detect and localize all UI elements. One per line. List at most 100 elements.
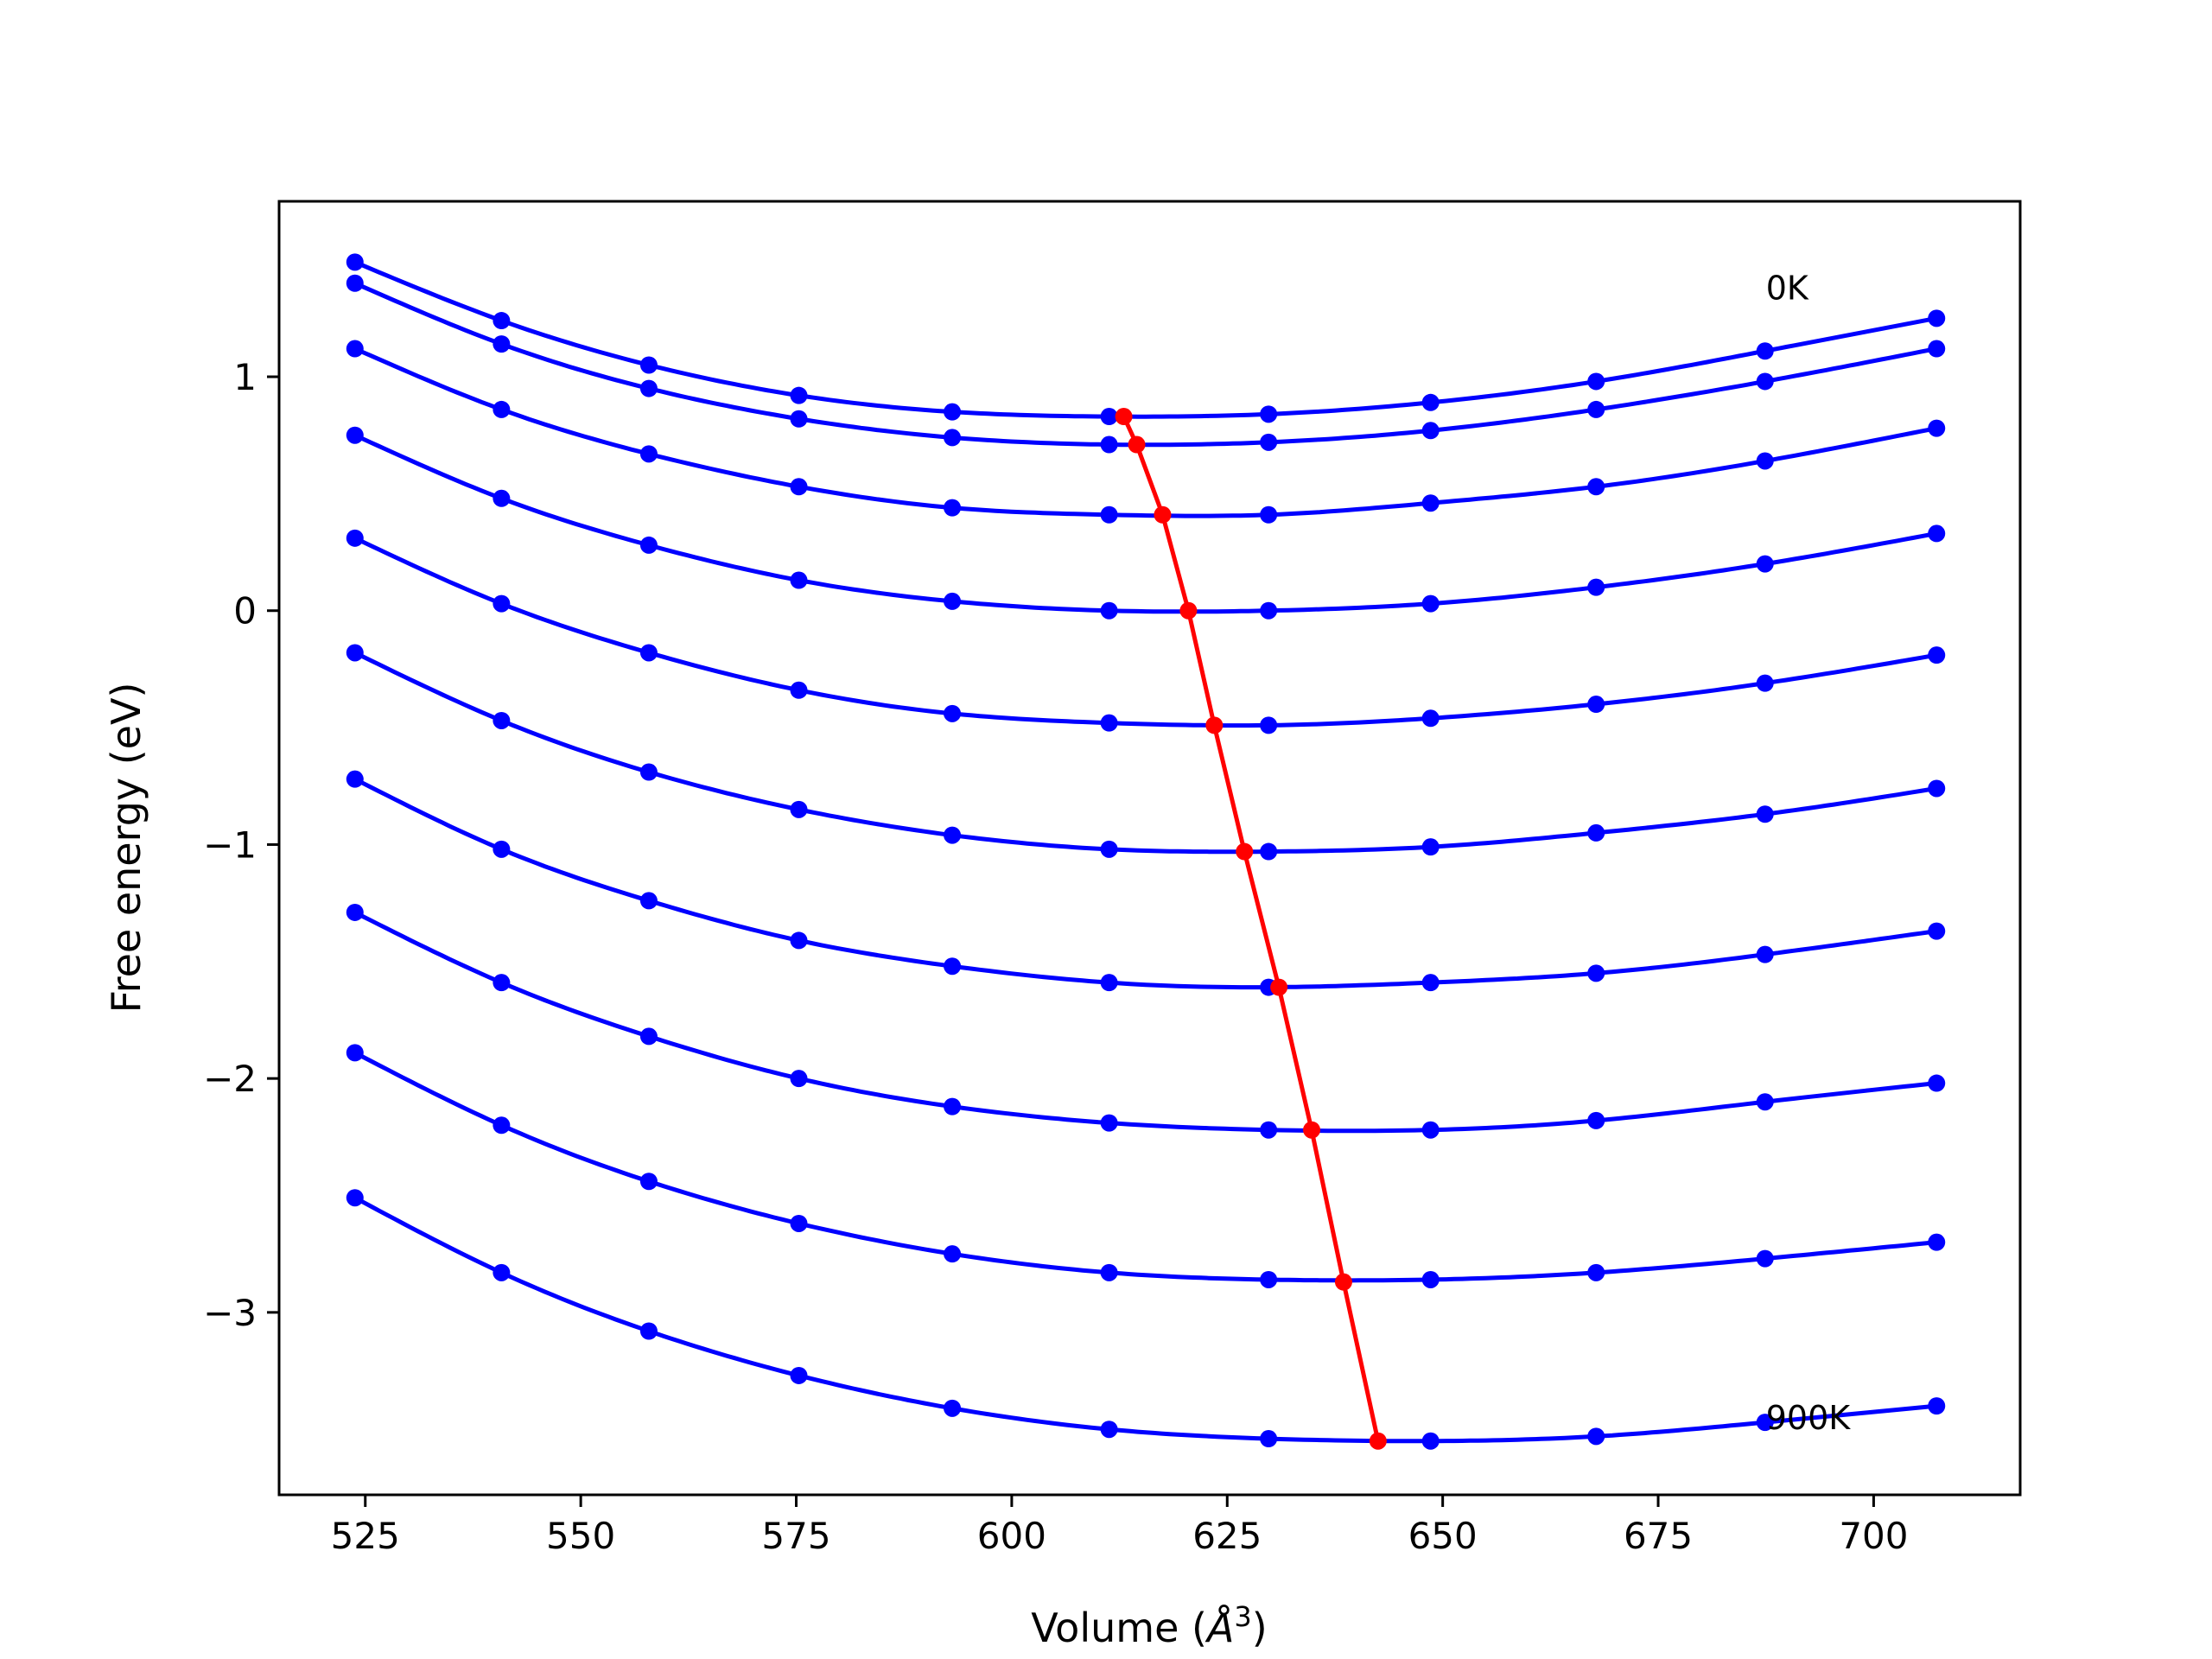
curve-9-point-6 (1260, 1430, 1278, 1448)
curve-0-point-7 (1421, 393, 1440, 411)
curve-9-point-9 (1756, 1414, 1774, 1432)
curve-9-point-5 (1100, 1421, 1118, 1439)
curve-9-point-0 (346, 1189, 364, 1207)
curve-8-point-10 (1928, 1233, 1946, 1251)
curve-9-point-2 (639, 1322, 658, 1340)
annotations: 0K 900K (1766, 270, 1852, 1438)
curve-3-point-9 (1756, 674, 1774, 692)
curve-5-point-0 (346, 770, 364, 788)
curve-line-8 (353, 1051, 1937, 1283)
curve-2-point-3 (790, 478, 808, 496)
x-tick-label: 600 (977, 1515, 1046, 1557)
curve-line-1 (353, 281, 1937, 448)
x-tick-label: 525 (331, 1515, 400, 1557)
curve-0-point-5 (1100, 408, 1118, 426)
curve-4-point-2 (639, 536, 658, 554)
curve-1-point-0 (346, 274, 364, 292)
minima-point-7 (1303, 1121, 1321, 1139)
curve-2-point-10 (1928, 419, 1946, 437)
curve-7-point-7 (1421, 1121, 1440, 1139)
minima-point-5 (1236, 842, 1254, 861)
curve-2-point-6 (1260, 505, 1278, 524)
curve-0-point-10 (1928, 309, 1946, 327)
curve-line-2 (353, 346, 1937, 518)
minima-layer (1115, 408, 1387, 1450)
curve-6-point-3 (790, 800, 808, 818)
curve-3-point-6 (1260, 716, 1278, 734)
curve-4-point-3 (790, 571, 808, 589)
curve-9-point-8 (1587, 1427, 1605, 1446)
plot-area (279, 201, 2020, 1495)
curve-6-point-4 (944, 826, 962, 844)
curve-1-point-9 (1756, 372, 1774, 391)
curve-8-point-2 (639, 1173, 658, 1191)
x-axis-label-main: Volume ( (1031, 1605, 1207, 1651)
x-axis-ticks: 525 550 575 600 625 650 675 700 (331, 1495, 1909, 1557)
curve-line-7 (353, 910, 1937, 1134)
curve-6-point-7 (1421, 838, 1440, 856)
curve-0-point-6 (1260, 405, 1278, 423)
x-tick-label: 675 (1624, 1515, 1693, 1557)
minima-point-8 (1334, 1273, 1352, 1291)
curve-1-point-10 (1928, 340, 1946, 358)
curve-4-point-7 (1421, 594, 1440, 613)
x-axis-label-exponent: 3 (1234, 1600, 1251, 1633)
curve-0-point-0 (346, 253, 364, 271)
curve-6-point-6 (1260, 842, 1278, 861)
curve-5-point-3 (790, 931, 808, 950)
minima-point-2 (1154, 505, 1172, 524)
curve-8-point-0 (346, 1044, 364, 1062)
curve-3-point-4 (944, 704, 962, 722)
curve-7-point-4 (944, 1097, 962, 1116)
curve-2-point-1 (493, 400, 511, 418)
x-tick-label: 650 (1408, 1515, 1478, 1557)
curve-8-point-6 (1260, 1270, 1278, 1288)
curve-6-point-9 (1756, 805, 1774, 823)
x-axis-label-unit: Å (1205, 1605, 1234, 1651)
curve-6-point-5 (1100, 840, 1118, 858)
curve-3-point-5 (1100, 714, 1118, 732)
curve-5-point-1 (493, 840, 511, 858)
curve-3-point-8 (1587, 696, 1605, 714)
curves-layer (346, 253, 1946, 1450)
curve-1-point-6 (1260, 433, 1278, 451)
curve-6-point-0 (346, 644, 364, 662)
curve-9-point-3 (790, 1366, 808, 1384)
curve-8-point-3 (790, 1214, 808, 1232)
minima-point-0 (1115, 408, 1133, 426)
curve-line-0 (353, 260, 1937, 419)
curve-7-point-8 (1587, 1111, 1605, 1129)
curve-9-point-10 (1928, 1397, 1946, 1415)
curve-4-point-5 (1100, 601, 1118, 620)
x-axis-label: Volume (Å3) (1031, 1600, 1267, 1651)
y-tick-label: −3 (203, 1292, 257, 1334)
curve-2-point-8 (1587, 478, 1605, 496)
curve-line-4 (353, 433, 1937, 614)
curve-4-point-10 (1928, 524, 1946, 543)
minima-line (1122, 415, 1381, 1442)
curve-3-point-1 (493, 594, 511, 613)
curve-7-point-10 (1928, 1074, 1946, 1092)
curve-0-point-9 (1756, 342, 1774, 360)
minima-point-6 (1270, 978, 1288, 996)
curve-1-point-8 (1587, 400, 1605, 418)
curve-1-point-4 (944, 429, 962, 447)
curve-3-point-7 (1421, 709, 1440, 728)
curve-9-point-1 (493, 1263, 511, 1281)
curve-0-point-1 (493, 312, 511, 330)
curve-4-point-9 (1756, 555, 1774, 573)
curve-3-point-3 (790, 681, 808, 699)
curve-7-point-9 (1756, 1093, 1774, 1111)
curve-8-point-7 (1421, 1270, 1440, 1288)
curve-2-point-9 (1756, 452, 1774, 470)
curve-1-point-7 (1421, 422, 1440, 440)
curve-8-point-4 (944, 1245, 962, 1263)
curve-1-point-5 (1100, 435, 1118, 454)
curve-5-point-8 (1587, 964, 1605, 982)
curve-2-point-0 (346, 340, 364, 358)
curve-2-point-2 (639, 445, 658, 463)
curve-7-point-1 (493, 974, 511, 992)
curve-2-point-4 (944, 499, 962, 517)
minima-point-1 (1128, 435, 1146, 454)
